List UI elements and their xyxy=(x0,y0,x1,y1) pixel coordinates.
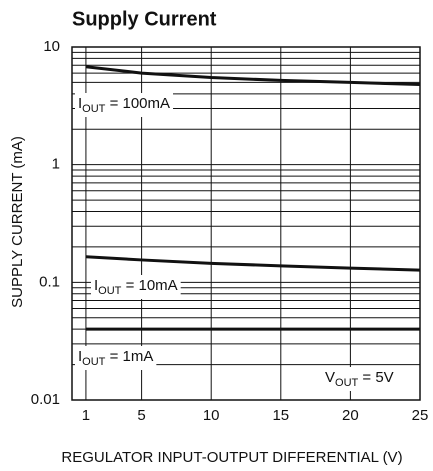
annotation-rest: = 100mA xyxy=(105,95,170,112)
x-tick-label: 15 xyxy=(272,407,289,424)
chart-title: Supply Current xyxy=(72,8,217,30)
annotation-main: I xyxy=(94,277,98,294)
y-tick-label: 1 xyxy=(52,156,60,173)
x-axis-label: REGULATOR INPUT-OUTPUT DIFFERENTIAL (V) xyxy=(61,449,402,466)
annotation: IOUT = 1mA xyxy=(78,348,153,368)
y-axis-label: SUPPLY CURRENT (mA) xyxy=(9,136,26,308)
annotation-main: V xyxy=(325,369,335,386)
annotation: IOUT = 100mA xyxy=(78,95,170,115)
x-tick-label: 5 xyxy=(137,407,145,424)
y-tick-label: 0.1 xyxy=(39,273,60,290)
y-tick-label: 0.01 xyxy=(31,391,60,408)
x-tick-label: 1 xyxy=(82,407,90,424)
annotation-bg xyxy=(75,93,174,117)
series-line xyxy=(85,65,421,87)
series-line xyxy=(85,255,421,272)
annotation-bg xyxy=(91,275,181,299)
annotation-rest: = 1mA xyxy=(105,348,153,365)
annotation-main: I xyxy=(78,348,82,365)
annotation-sub: OUT xyxy=(335,377,359,389)
x-tick-label: 25 xyxy=(412,407,429,424)
annotation-bg xyxy=(75,346,157,370)
annotation-sub: OUT xyxy=(82,356,106,368)
x-tick-label: 20 xyxy=(342,407,359,424)
annotation: IOUT = 10mA xyxy=(94,277,178,297)
annotation-sub: OUT xyxy=(82,103,106,115)
x-tick-label: 10 xyxy=(203,407,220,424)
annotation-main: I xyxy=(78,95,82,112)
annotation-sub: OUT xyxy=(98,285,122,297)
annotation-rest: = 10mA xyxy=(121,277,177,294)
annotation: VOUT = 5V xyxy=(325,369,394,389)
plot-frame xyxy=(71,46,421,401)
y-tick-label: 10 xyxy=(43,38,60,55)
annotation-rest: = 5V xyxy=(358,369,393,386)
annotation-bg xyxy=(322,367,397,391)
